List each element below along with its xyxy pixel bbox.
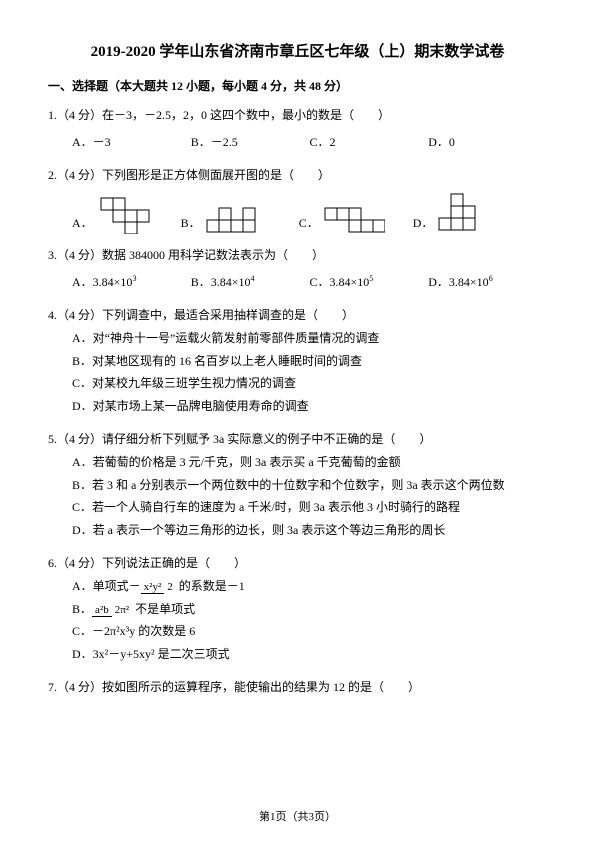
q2-opt-a: A． — [72, 194, 153, 234]
question-7: 7.（4 分）按如图所示的运算程序，能使输出的结果为 12 的是（ ） — [48, 676, 547, 699]
q6-a-post: 的系数是－1 — [176, 579, 245, 593]
q5-opt-c: C．若一个人骑自行车的速度为 a 千米/时，则 3a 表示他 3 小时骑行的路程 — [72, 496, 547, 519]
q3-c-text: C．3.84×10 — [310, 275, 370, 289]
q3-opt-c: C．3.84×105 — [310, 271, 429, 294]
section-1-header: 一、选择题（本大题共 12 小题，每小题 4 分，共 48 分） — [48, 77, 547, 94]
q4-stem: 4.（4 分）下列调查中，最适合采用抽样调查的是（ ） — [48, 304, 547, 327]
q3-stem: 3.（4 分）数据 384000 用科学记数法表示为（ ） — [48, 244, 547, 267]
fraction-icon: x²y²2 — [141, 581, 176, 593]
question-6: 6.（4 分）下列说法正确的是（ ） A．单项式－x²y²2 的系数是－1 B．… — [48, 552, 547, 666]
exam-title: 2019-2020 学年山东省济南市章丘区七年级（上）期末数学试卷 — [48, 40, 547, 61]
question-2: 2.（4 分）下列图形是正方体侧面展开图的是（ ） A． B． — [48, 164, 547, 235]
q1-stem: 1.（4 分）在－3，－2.5，2，0 这四个数中，最小的数是（ ） — [48, 104, 547, 127]
q5-opt-a: A．若葡萄的价格是 3 元/千克，则 3a 表示买 a 千克葡萄的金额 — [72, 451, 547, 474]
q2-opt-c: C． — [299, 204, 385, 234]
q5-opt-d: D．若 a 表示一个等边三角形的边长，则 3a 表示这个等边三角形的周长 — [72, 519, 547, 542]
q1-opt-c: C．2 — [310, 131, 429, 154]
question-5: 5.（4 分）请仔细分析下列赋予 3a 实际意义的例子中不正确的是（ ） A．若… — [48, 428, 547, 542]
question-1: 1.（4 分）在－3，－2.5，2，0 这四个数中，最小的数是（ ） A．－3 … — [48, 104, 547, 154]
q2-stem: 2.（4 分）下列图形是正方体侧面展开图的是（ ） — [48, 164, 547, 187]
q1-opt-d: D．0 — [428, 131, 547, 154]
q3-b-exp: 4 — [251, 274, 255, 283]
fraction-icon: a²b2π² — [92, 604, 132, 616]
q2-c-label: C． — [299, 212, 319, 235]
q1-opt-b: B．－2.5 — [191, 131, 310, 154]
q6-a-pre: A．单项式－ — [72, 579, 141, 593]
q2-d-label: D． — [413, 212, 434, 235]
q6-b-num: a²b — [92, 604, 112, 617]
q5-stem: 5.（4 分）请仔细分析下列赋予 3a 实际意义的例子中不正确的是（ ） — [48, 428, 547, 451]
q6-b-pre: B． — [72, 602, 92, 616]
q3-c-exp: 5 — [369, 274, 373, 283]
net-c-icon — [323, 204, 385, 234]
q5-opt-b: B．若 3 和 a 分别表示一个两位数中的十位数字和个位数字，则 3a 表示这个… — [72, 474, 547, 497]
q3-d-exp: 6 — [489, 274, 493, 283]
q7-stem: 7.（4 分）按如图所示的运算程序，能使输出的结果为 12 的是（ ） — [48, 676, 547, 699]
q6-stem: 6.（4 分）下列说法正确的是（ ） — [48, 552, 547, 575]
q3-a-text: A．3.84×10 — [72, 275, 132, 289]
q3-opt-b: B．3.84×104 — [191, 271, 310, 294]
q2-opt-d: D． — [413, 192, 482, 234]
q3-opt-d: D．3.84×106 — [428, 271, 547, 294]
q2-options: A． B． — [72, 192, 547, 234]
net-a-icon — [97, 194, 153, 234]
q2-b-label: B． — [181, 212, 201, 235]
q3-b-text: B．3.84×10 — [191, 275, 251, 289]
q4-opt-c: C．对某校九年级三班学生视力情况的调查 — [72, 372, 547, 395]
q3-a-exp: 3 — [132, 274, 136, 283]
question-4: 4.（4 分）下列调查中，最适合采用抽样调查的是（ ） A．对“神舟十一号”运载… — [48, 304, 547, 418]
q3-options: A．3.84×103 B．3.84×104 C．3.84×105 D．3.84×… — [72, 271, 547, 294]
q6-opt-b: B．a²b2π² 不是单项式 — [72, 598, 547, 621]
q2-opt-b: B． — [181, 204, 271, 234]
q6-opt-c: C．－2π²x³y 的次数是 6 — [72, 620, 547, 643]
q4-opt-b: B．对某地区现有的 16 名百岁以上老人睡眠时间的调查 — [72, 350, 547, 373]
q6-opt-d: D．3x²－y+5xy² 是二次三项式 — [72, 643, 547, 666]
q1-options: A．－3 B．－2.5 C．2 D．0 — [72, 131, 547, 154]
q3-opt-a: A．3.84×103 — [72, 271, 191, 294]
q1-opt-a: A．－3 — [72, 131, 191, 154]
q4-opt-d: D．对某市场上某一品牌电脑使用寿命的调查 — [72, 395, 547, 418]
q3-d-text: D．3.84×10 — [428, 275, 488, 289]
net-d-icon — [437, 192, 481, 234]
question-3: 3.（4 分）数据 384000 用科学记数法表示为（ ） A．3.84×103… — [48, 244, 547, 294]
page-footer: 第1页（共3页） — [0, 808, 595, 824]
q2-a-label: A． — [72, 212, 93, 235]
q6-b-den: 2π² — [112, 604, 132, 616]
q6-opt-a: A．单项式－x²y²2 的系数是－1 — [72, 575, 547, 598]
q6-a-num: x²y² — [141, 581, 165, 594]
q6-a-den: 2 — [164, 581, 176, 593]
q6-b-post: 不是单项式 — [132, 602, 195, 616]
net-b-icon — [205, 204, 271, 234]
q4-opt-a: A．对“神舟十一号”运载火箭发射前零部件质量情况的调查 — [72, 327, 547, 350]
